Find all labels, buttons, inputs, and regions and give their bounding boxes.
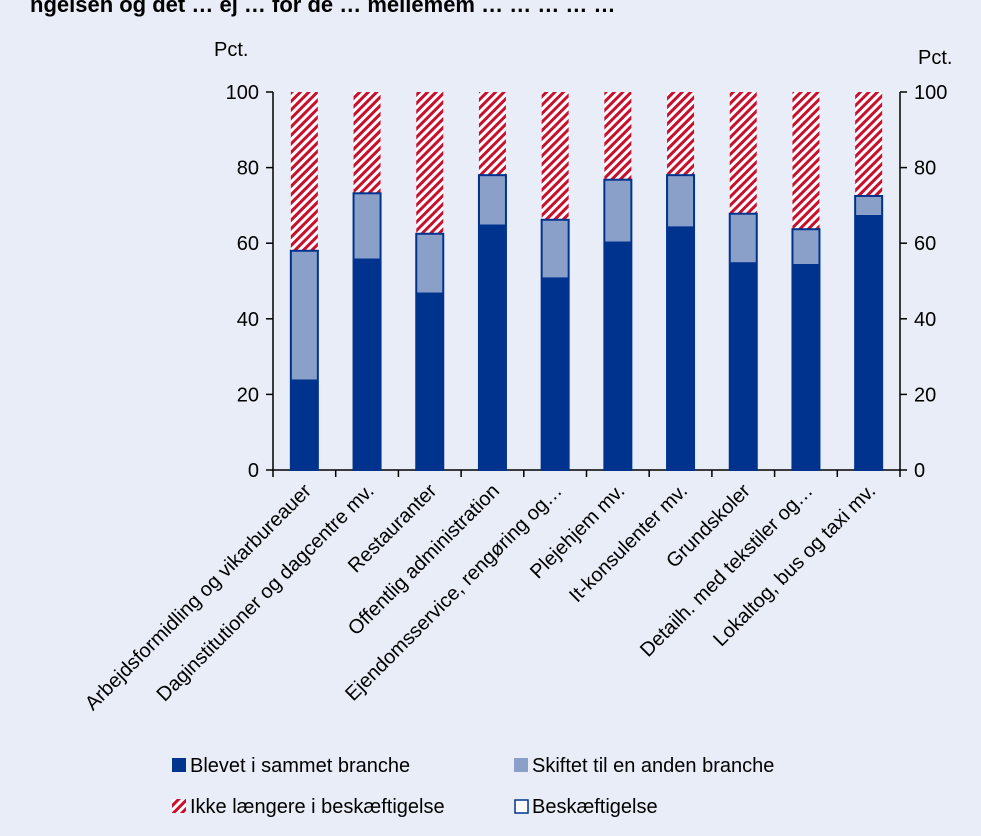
cropped-header-text: ngelsen og det … ej … for de … mellemem …: [30, 0, 616, 17]
bar-segment-2: [290, 250, 318, 380]
bar-segment-1: [855, 214, 883, 470]
left-tick-label: 100: [226, 82, 259, 104]
right-tick-label: 100: [914, 82, 947, 104]
bar-segment-3: [792, 92, 820, 230]
bar-segment-2: [604, 179, 632, 242]
right-tick-label: 80: [914, 158, 936, 180]
left-axis-label: Pct.: [214, 39, 248, 61]
legend-label: Ikke længere i beskæftigelse: [190, 796, 445, 818]
bar-segment-3: [667, 92, 695, 176]
bar-outline: [791, 228, 821, 471]
bar-outline: [854, 194, 884, 471]
right-tick-label: 0: [914, 460, 925, 482]
bar-segment-3: [855, 92, 883, 196]
bar-segment-2: [541, 219, 569, 278]
legend-item: Beskæftigelse: [514, 796, 658, 818]
legend-swatch: [514, 758, 528, 772]
left-tick-label: 40: [237, 309, 259, 331]
bar-segment-3: [541, 92, 569, 220]
bar-segment-1: [729, 262, 757, 470]
bar-segment-1: [290, 379, 318, 470]
right-tick-label: 40: [914, 309, 936, 331]
bar-outline: [728, 212, 758, 471]
left-tick-label: 20: [237, 384, 259, 406]
bar-segment-3: [604, 92, 632, 180]
bar-outline: [477, 174, 507, 471]
bar-outline: [415, 232, 445, 471]
bar-segment-2: [353, 193, 381, 259]
bar-segment-1: [541, 277, 569, 470]
legend-item: Blevet i sammet branche: [172, 755, 410, 777]
left-tick-label: 0: [248, 460, 259, 482]
legend-swatch: [172, 758, 186, 772]
legend-label: Blevet i sammet branche: [190, 755, 410, 777]
bar-outline: [666, 174, 696, 471]
bar-outline: [540, 218, 570, 471]
right-axis-label: Pct.: [918, 47, 952, 69]
bar-segment-1: [792, 263, 820, 470]
bar-segment-3: [729, 92, 757, 214]
bar-segment-1: [478, 224, 506, 470]
bar-segment-2: [855, 195, 883, 215]
legend-swatch: [172, 799, 186, 813]
bar-segment-1: [604, 241, 632, 470]
bar-segment-2: [416, 233, 444, 293]
bar-segment-2: [792, 229, 820, 264]
left-tick-label: 60: [237, 233, 259, 255]
bar-segment-2: [667, 175, 695, 227]
bar-segment-3: [478, 92, 506, 176]
bar-outline: [289, 249, 319, 471]
bar-segment-2: [729, 213, 757, 263]
bar-outline: [352, 192, 382, 472]
legend-swatch: [514, 799, 529, 814]
legend-item: Skiftet til en anden branche: [514, 755, 774, 777]
bar-segment-3: [416, 92, 444, 234]
right-tick-label: 60: [914, 233, 936, 255]
bar-segment-1: [416, 292, 444, 470]
legend-label: Skiftet til en anden branche: [532, 755, 774, 777]
bar-segment-1: [667, 226, 695, 470]
legend-item: Ikke længere i beskæftigelse: [172, 796, 445, 818]
bar-segment-3: [290, 92, 318, 251]
bar-segment-1: [353, 258, 381, 470]
bar-segment-3: [353, 92, 381, 194]
bar-outline: [603, 178, 633, 471]
legend-label: Beskæftigelse: [532, 796, 658, 818]
left-tick-label: 80: [237, 158, 259, 180]
legend: Blevet i sammet branche Skiftet til en an…: [172, 755, 774, 818]
bar-segment-2: [478, 175, 506, 225]
right-tick-label: 20: [914, 384, 936, 406]
